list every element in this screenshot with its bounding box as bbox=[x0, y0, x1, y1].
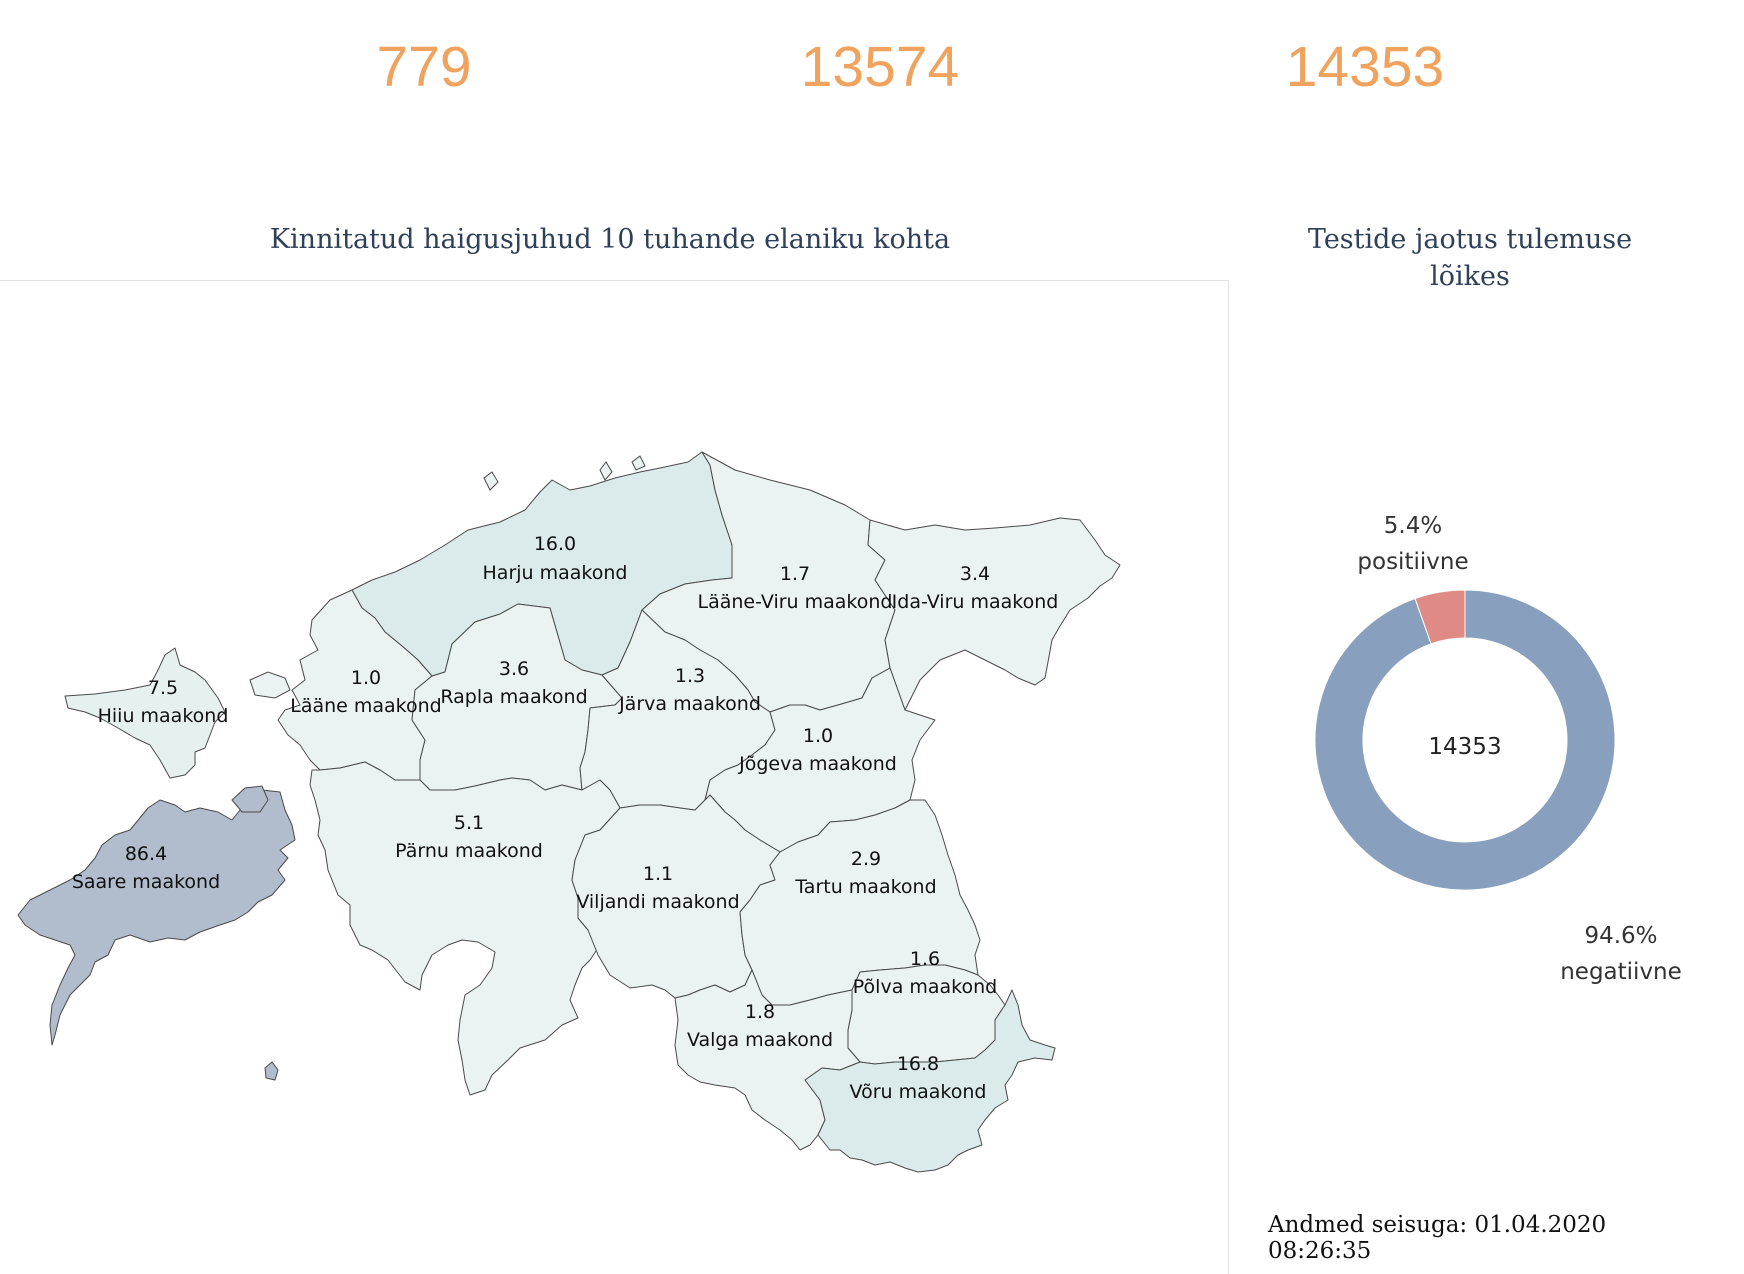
label-tartu-name: Tartu maakond bbox=[794, 876, 936, 898]
negative-count: 13574 bbox=[800, 35, 960, 99]
island-aegna bbox=[631, 455, 646, 471]
label-valga-name: Valga maakond bbox=[687, 1029, 833, 1051]
label-saare-value: 86.4 bbox=[125, 843, 167, 865]
island-vormsi bbox=[249, 671, 291, 699]
label-laane-name: Lääne maakond bbox=[290, 695, 442, 717]
positive-share-pct: 5.4% bbox=[1383, 513, 1443, 539]
label-hiiu-name: Hiiu maakond bbox=[98, 705, 229, 727]
label-valga-value: 1.8 bbox=[745, 1001, 775, 1023]
label-jarva-name: Järva maakond bbox=[618, 693, 761, 715]
pie-title: Testide jaotus tulemuse lõikes bbox=[1307, 224, 1633, 292]
label-laane-viru-value: 1.7 bbox=[780, 563, 810, 585]
label-laane-value: 1.0 bbox=[351, 667, 381, 689]
label-harju-value: 16.0 bbox=[534, 533, 576, 555]
region-parnu[interactable] bbox=[309, 761, 621, 1096]
label-ida-viru-value: 3.4 bbox=[960, 563, 990, 585]
label-polva-name: Põlva maakond bbox=[853, 976, 997, 998]
label-parnu-value: 5.1 bbox=[454, 812, 484, 834]
label-voru-name: Võru maakond bbox=[850, 1081, 987, 1103]
negative-share-name: negatiivne bbox=[1560, 959, 1682, 985]
divider-vertical bbox=[1228, 280, 1229, 1274]
label-tartu-value: 2.9 bbox=[851, 848, 881, 870]
donut-segment-positive[interactable] bbox=[1414, 589, 1466, 645]
label-voru-value: 16.8 bbox=[897, 1053, 939, 1075]
map-title: Kinnitatud haigusjuhud 10 tuhande elanik… bbox=[269, 224, 951, 255]
data-timestamp: Andmed seisuga: 01.04.2020 08:26:35 bbox=[1268, 1212, 1607, 1264]
label-ida-viru-name: Ida-Viru maakond bbox=[892, 591, 1059, 613]
label-hiiu-value: 7.5 bbox=[148, 677, 178, 699]
label-rapla-name: Rapla maakond bbox=[440, 686, 587, 708]
region-ida-viru[interactable] bbox=[867, 517, 1121, 711]
island-ruhnu bbox=[264, 1061, 279, 1081]
island-muhu bbox=[231, 785, 269, 813]
negative-share-label: 94.6% negatiivne bbox=[1511, 918, 1731, 990]
label-rapla-value: 3.6 bbox=[499, 658, 529, 680]
donut-segment-negative[interactable] bbox=[1314, 589, 1616, 891]
island-prangli bbox=[483, 471, 499, 491]
islands-group bbox=[231, 455, 646, 1081]
label-polva-value: 1.6 bbox=[910, 948, 940, 970]
positive-count: 779 bbox=[376, 35, 472, 99]
label-parnu-name: Pärnu maakond bbox=[395, 840, 543, 862]
region-saare[interactable] bbox=[17, 789, 296, 1046]
negative-share-pct: 94.6% bbox=[1584, 923, 1658, 949]
island-naissaar bbox=[599, 461, 613, 481]
label-viljandi-name: Viljandi maakond bbox=[576, 891, 739, 913]
region-hiiu[interactable] bbox=[64, 647, 226, 779]
estonia-map: 16.0 Harju maakond 1.7 Lääne-Viru maakon… bbox=[17, 451, 1121, 1173]
total-count: 14353 bbox=[1285, 35, 1445, 99]
label-viljandi-value: 1.1 bbox=[643, 863, 673, 885]
positive-share-name: positiivne bbox=[1357, 549, 1469, 575]
label-jogeva-name: Jõgeva maakond bbox=[738, 753, 897, 775]
label-jogeva-value: 1.0 bbox=[803, 725, 833, 747]
divider-horizontal bbox=[0, 280, 1228, 281]
region-labels: 16.0 Harju maakond 1.7 Lääne-Viru maakon… bbox=[72, 533, 1058, 1103]
label-laane-viru-name: Lääne-Viru maakond bbox=[698, 591, 893, 613]
donut-center-value: 14353 bbox=[1428, 734, 1501, 760]
label-jarva-value: 1.3 bbox=[675, 665, 705, 687]
label-saare-name: Saare maakond bbox=[72, 871, 220, 893]
positive-share-label: 5.4% positiivne bbox=[1303, 508, 1523, 580]
label-harju-name: Harju maakond bbox=[483, 562, 628, 584]
region-voru[interactable] bbox=[804, 989, 1056, 1173]
test-result-donut: 14353 bbox=[1314, 589, 1616, 891]
